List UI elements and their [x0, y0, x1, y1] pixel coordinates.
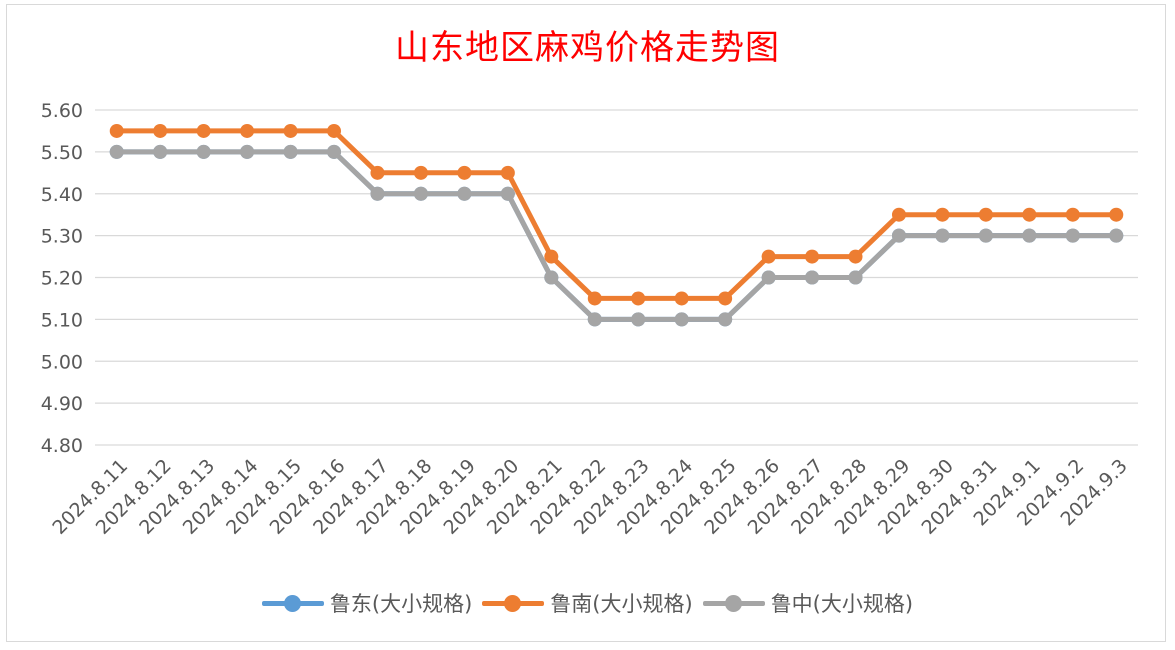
series-1-point-15 [761, 249, 776, 264]
series-1-point-13 [674, 291, 689, 306]
series-1-point-2 [196, 123, 211, 138]
chart-legend: 鲁东(大小规格) 鲁南(大小规格) 鲁中(大小规格) [0, 588, 1175, 618]
series-2-point-14 [718, 312, 733, 327]
legend-item-series-2[interactable]: 鲁中(大小规格) [702, 588, 914, 618]
legend-dot-0 [283, 595, 301, 612]
series-2-point-1 [153, 144, 168, 159]
series-1-point-16 [805, 249, 820, 264]
series-1-point-14 [718, 291, 733, 306]
series-2-point-16 [805, 270, 820, 285]
series-2-point-4 [283, 144, 298, 159]
series-1-point-12 [631, 291, 646, 306]
series-1-point-23 [1109, 207, 1124, 222]
series-2-point-10 [544, 270, 559, 285]
series-1-point-3 [240, 123, 255, 138]
series-2-point-23 [1109, 228, 1124, 243]
series-1-point-11 [587, 291, 602, 306]
series-2-point-20 [978, 228, 993, 243]
series-1-point-17 [848, 249, 863, 264]
series-2-point-19 [935, 228, 950, 243]
series-line-2 [114, 149, 1119, 322]
series-1-point-5 [327, 123, 342, 138]
y-tick-label-1: 5.50 [41, 142, 83, 164]
legend-swatch-2 [702, 593, 765, 613]
y-tick-label-6: 5.00 [41, 351, 83, 373]
legend-label-2: 鲁中(大小规格) [770, 592, 914, 616]
legend-swatch-1 [482, 593, 545, 613]
series-1-point-7 [413, 165, 428, 180]
y-tick-label-8: 4.80 [41, 435, 83, 457]
y-tick-label-2: 5.40 [41, 184, 83, 206]
legend-dot-2 [724, 595, 742, 612]
series-1-point-18 [891, 207, 906, 222]
series-1-point-21 [1022, 207, 1037, 222]
series-1-point-1 [153, 123, 168, 138]
series-1-point-0 [109, 123, 124, 138]
series-1-point-9 [500, 165, 515, 180]
y-tick-label-5: 5.10 [41, 309, 83, 331]
series-2-point-12 [631, 312, 646, 327]
series-2-point-13 [674, 312, 689, 327]
legend-item-series-1[interactable]: 鲁南(大小规格) [482, 588, 693, 618]
series-line-1 [114, 128, 1119, 301]
series-2-point-15 [761, 270, 776, 285]
series-2-point-8 [457, 186, 472, 201]
series-2-point-11 [587, 312, 602, 327]
series-2-point-7 [413, 186, 428, 201]
series-2-point-17 [848, 270, 863, 285]
chart-title: 山东地区麻鸡价格走势图 [395, 28, 780, 68]
series-2-point-22 [1065, 228, 1080, 243]
y-tick-label-7: 4.90 [41, 393, 83, 415]
series-2-point-3 [240, 144, 255, 159]
y-tick-label-0: 5.60 [41, 100, 83, 122]
series-2-point-9 [500, 186, 515, 201]
series-1-point-19 [935, 207, 950, 222]
series-1-point-4 [283, 123, 298, 138]
legend-swatch-0 [261, 593, 324, 613]
series-1-point-6 [370, 165, 385, 180]
series-2-point-6 [370, 186, 385, 201]
series-2-point-5 [327, 144, 342, 159]
series-1-point-20 [978, 207, 993, 222]
series-1-point-8 [457, 165, 472, 180]
series-2-point-0 [109, 144, 124, 159]
series-2-point-2 [196, 144, 211, 159]
legend-label-1: 鲁南(大小规格) [550, 592, 693, 616]
series-2-point-18 [891, 228, 906, 243]
series-2-point-21 [1022, 228, 1037, 243]
legend-label-0: 鲁东(大小规格) [329, 592, 473, 616]
legend-dot-1 [504, 595, 522, 612]
y-tick-label-3: 5.30 [41, 226, 83, 248]
series-1-point-22 [1065, 207, 1080, 222]
series-1-point-10 [544, 249, 559, 264]
y-tick-label-4: 5.20 [41, 268, 83, 290]
legend-item-series-0[interactable]: 鲁东(大小规格) [261, 588, 473, 618]
